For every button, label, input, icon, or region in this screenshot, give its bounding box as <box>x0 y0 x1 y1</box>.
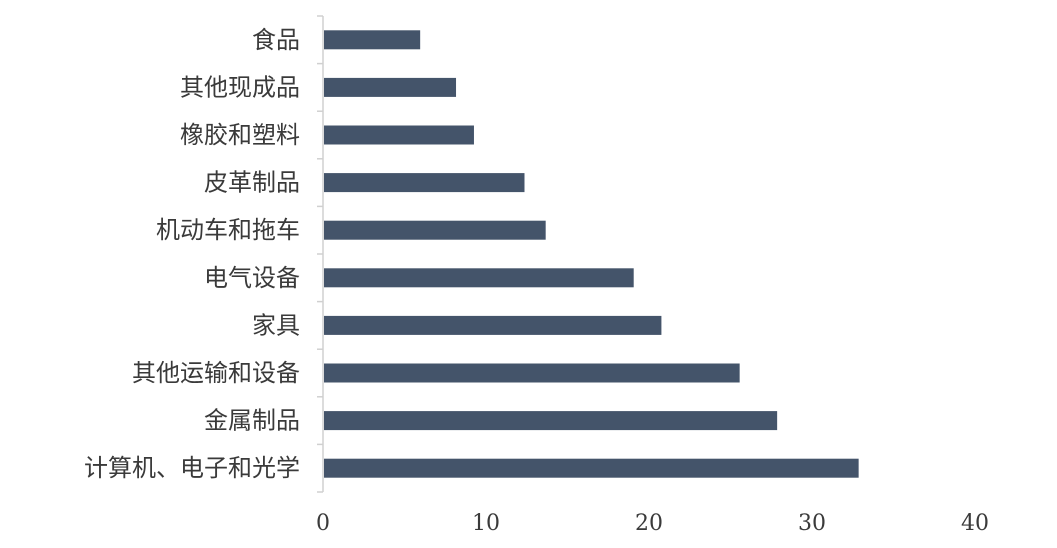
bar <box>324 77 457 97</box>
bar <box>324 458 859 478</box>
axis-layer <box>317 15 324 493</box>
bar <box>324 220 546 240</box>
bar <box>324 268 634 288</box>
category-label: 皮革制品 <box>204 169 300 197</box>
x-tick-label: 0 <box>316 511 330 536</box>
category-label: 食品 <box>252 26 300 54</box>
bar <box>324 173 525 193</box>
bars-layer <box>324 30 859 478</box>
bar <box>324 30 421 50</box>
category-labels: 食品其他现成品橡胶和塑料皮革制品机动车和拖车电气设备家具其他运输和设备金属制品计… <box>84 26 300 482</box>
x-tick-label: 40 <box>961 511 989 536</box>
category-label: 计算机、电子和光学 <box>84 454 300 482</box>
x-tick-label: 10 <box>472 511 500 536</box>
bar <box>324 125 474 145</box>
category-label: 橡胶和塑料 <box>180 121 300 149</box>
x-tick-labels: 0 10 20 30 40 <box>316 511 989 536</box>
category-label: 电气设备 <box>204 264 300 292</box>
category-label: 金属制品 <box>204 407 300 435</box>
x-tick-label: 20 <box>635 511 663 536</box>
category-label: 机动车和拖车 <box>156 216 300 244</box>
category-label: 其他运输和设备 <box>132 359 300 387</box>
x-tick-label: 30 <box>798 511 826 536</box>
bar <box>324 315 662 335</box>
bar <box>324 411 778 431</box>
bar <box>324 363 740 383</box>
category-label: 家具 <box>252 311 300 339</box>
category-label: 其他现成品 <box>180 73 300 101</box>
